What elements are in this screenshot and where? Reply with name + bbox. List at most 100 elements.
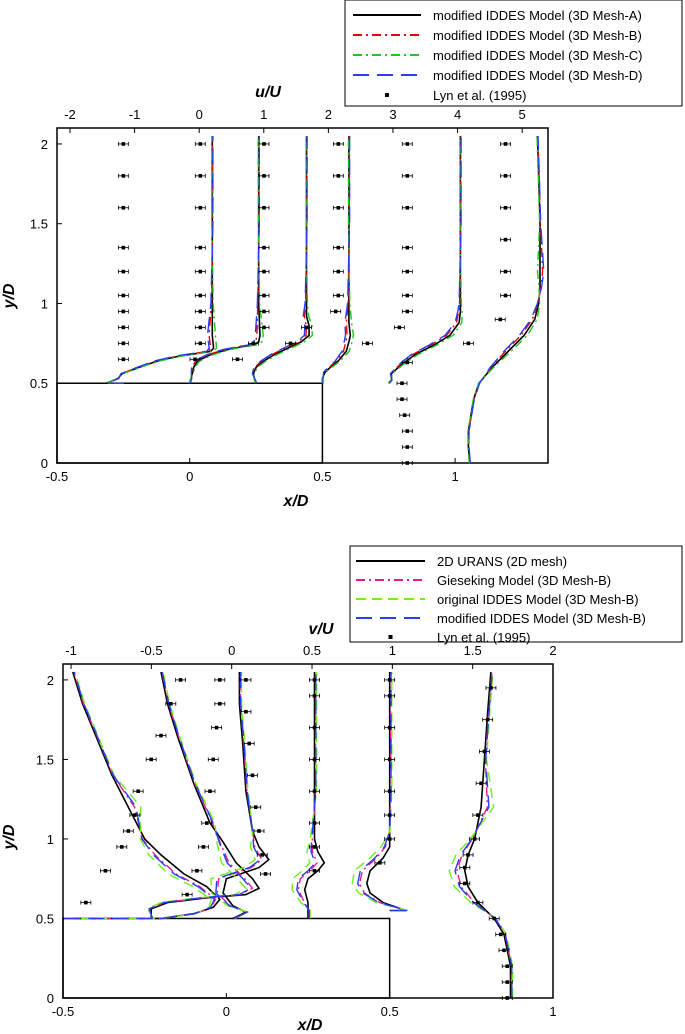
x-tick-label-upper: 1 — [451, 469, 458, 484]
data-point-lyn-1995 — [120, 845, 124, 849]
data-point-lyn-1995 — [387, 757, 392, 762]
data-point-lyn-1995 — [336, 245, 341, 250]
series-curve-mesh_c — [253, 136, 314, 384]
series-curve-mesh_b — [106, 136, 214, 384]
data-point-lyn-1995 — [503, 142, 508, 146]
legend-marker-lyn-1995 — [385, 93, 389, 97]
series-curve-original — [210, 672, 256, 920]
data-point-lyn-1995 — [387, 725, 392, 730]
plot-frame-upper — [56, 127, 549, 464]
series-curve-gieseking — [358, 672, 408, 912]
data-point-lyn-1995 — [397, 325, 402, 330]
data-point-lyn-1995 — [312, 868, 317, 873]
data-point-lyn-1995 — [244, 678, 248, 682]
series-curve-mesh_a — [467, 135, 541, 464]
series-curve-urans — [222, 672, 270, 920]
top-tick-label-lower: 2 — [549, 643, 556, 658]
data-point-lyn-1995 — [503, 174, 508, 178]
series-curve-modified — [296, 672, 317, 919]
data-point-lyn-1995 — [198, 293, 203, 298]
data-point-lyn-1995 — [121, 205, 126, 210]
data-point-lyn-1995 — [201, 845, 206, 849]
top-tick-label-upper: 1 — [260, 107, 267, 122]
data-point-lyn-1995 — [178, 678, 183, 682]
series-curve-mesh_b — [322, 136, 351, 384]
data-point-lyn-1995 — [253, 805, 258, 809]
data-point-lyn-1995 — [312, 694, 317, 698]
data-point-lyn-1995 — [472, 837, 477, 841]
data-point-lyn-1995 — [405, 461, 410, 465]
data-point-lyn-1995 — [198, 325, 203, 330]
series-curve-mesh_d — [468, 135, 545, 464]
series-curve-original — [146, 671, 247, 919]
series-curve-mesh_b — [251, 136, 308, 384]
data-point-lyn-1995 — [333, 309, 338, 314]
series-curve-urans — [303, 672, 326, 919]
data-point-lyn-1995 — [121, 341, 126, 346]
legend-label-mesh_b: modified IDDES Model (3D Mesh-B) — [433, 28, 642, 43]
data-point-lyn-1995 — [405, 429, 410, 433]
data-point-lyn-1995 — [402, 413, 407, 417]
series-curve-mesh_a — [252, 136, 310, 384]
data-point-lyn-1995 — [198, 205, 203, 210]
data-point-lyn-1995 — [198, 269, 203, 274]
data-point-lyn-1995 — [405, 245, 410, 250]
data-point-lyn-1995 — [262, 309, 266, 314]
data-point-lyn-1995 — [405, 205, 410, 210]
top-tick-label-lower: 1.5 — [464, 643, 482, 658]
data-point-lyn-1995 — [312, 845, 317, 849]
data-point-lyn-1995 — [121, 309, 126, 314]
legend-label-mesh_a: modified IDDES Model (3D Mesh-A) — [433, 8, 642, 23]
data-point-lyn-1995 — [208, 789, 212, 794]
legend-upper — [344, 0, 683, 107]
data-point-lyn-1995 — [312, 725, 317, 730]
data-point-lyn-1995 — [262, 174, 266, 178]
data-point-lyn-1995 — [505, 996, 510, 1000]
data-point-lyn-1995 — [214, 725, 219, 730]
series-curve-mesh_a — [321, 136, 352, 384]
series-curve-modified — [148, 671, 252, 919]
x-axis-title-lower: x/D — [297, 1017, 323, 1034]
data-point-lyn-1995 — [133, 813, 137, 817]
y-tick-label-lower: 0.5 — [36, 911, 54, 926]
data-point-lyn-1995 — [169, 701, 173, 706]
data-point-lyn-1995 — [149, 757, 153, 762]
data-point-lyn-1995 — [126, 829, 131, 833]
top-tick-label-upper: 2 — [325, 107, 332, 122]
data-point-lyn-1995 — [159, 733, 163, 738]
data-point-lyn-1995 — [466, 853, 470, 857]
x-tick-label-lower: 1 — [549, 1004, 556, 1019]
top-tick-label-upper: 0 — [196, 107, 203, 122]
series-curve-mesh_c — [387, 136, 463, 384]
data-point-lyn-1995 — [505, 980, 510, 984]
data-point-lyn-1995 — [336, 269, 341, 274]
y-tick-label-upper: 1.5 — [30, 217, 48, 232]
data-point-lyn-1995 — [476, 900, 480, 905]
data-point-lyn-1995 — [288, 341, 293, 346]
data-point-lyn-1995 — [121, 245, 126, 250]
data-point-lyn-1995 — [312, 821, 317, 825]
legend-label-urans: 2D URANS (2D mesh) — [437, 554, 567, 569]
data-point-lyn-1995 — [250, 773, 255, 778]
data-point-lyn-1995 — [251, 341, 256, 346]
obstacle-square-lower — [62, 917, 391, 999]
x-tick-label-upper: 0.5 — [313, 469, 331, 484]
data-point-lyn-1995 — [503, 293, 508, 298]
data-point-lyn-1995 — [121, 293, 126, 298]
y-tick-label-lower: 1 — [47, 832, 54, 847]
y-tick-label-upper: 0 — [41, 456, 48, 471]
legend-label-experiment: Lyn et al. (1995) — [433, 88, 526, 103]
data-point-lyn-1995 — [263, 872, 268, 876]
top-tick-label-upper: 3 — [389, 107, 396, 122]
data-point-lyn-1995 — [262, 205, 266, 210]
data-point-lyn-1995 — [260, 853, 265, 857]
series-curve-original — [351, 672, 409, 912]
lower-velocity-chart: v/U x/D y/D -0.5 0 0.5 100.511.52-1 -0.5 0 0.5… — [1, 545, 683, 1034]
x-tick-label-lower: -0.5 — [52, 1004, 74, 1019]
series-curve-mesh_c — [105, 136, 218, 384]
data-point-lyn-1995 — [244, 709, 248, 714]
top-tick-label-lower: 1 — [389, 643, 396, 658]
top-tick-label-lower: 0.5 — [303, 643, 321, 658]
data-point-lyn-1995 — [405, 142, 410, 146]
